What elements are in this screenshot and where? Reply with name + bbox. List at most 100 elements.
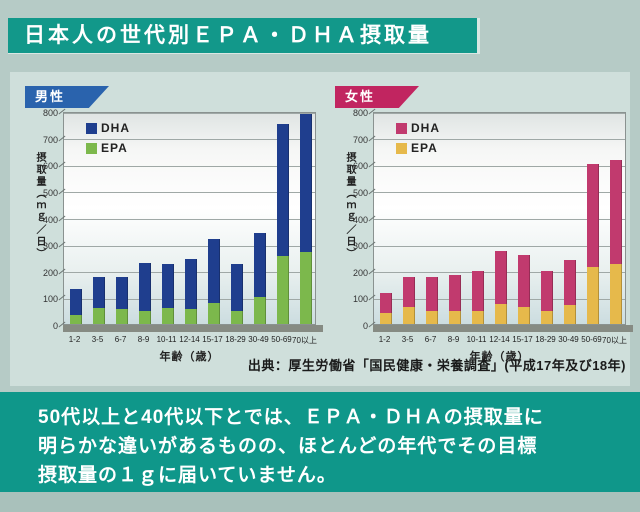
gridline-500	[374, 192, 625, 194]
caption-line: 摂取量の１ｇに届いていません。	[38, 465, 337, 486]
bar-18-29-DHA	[540, 270, 553, 311]
gridline-700	[64, 139, 315, 141]
bar-30-49-DHA	[563, 260, 576, 306]
x-tick-label: 30-49	[558, 335, 579, 344]
chart-floor	[373, 325, 633, 332]
y-axis-label: 摂取量（ｍｇ／日）	[34, 152, 45, 260]
bar-6-7-DHA	[425, 277, 438, 311]
x-axis-label: 年齢（歳）	[159, 351, 220, 363]
bar-12-14-DHA	[494, 250, 507, 305]
chart-female: 女性 摂取量（ｍｇ／日） DHA EPA 0 100 200 300 400 500 600 7…	[332, 86, 638, 363]
caption-line: 50代以上と40代以下とでは、ＥＰＡ・ＤＨＡの摂取量に	[38, 407, 544, 428]
bar-30-49-DHA	[253, 233, 266, 298]
plot-area-male: DHA EPA 0 100 200 300 400 500 600 700 800	[43, 108, 316, 331]
x-tick-label: 3-5	[91, 335, 104, 344]
x-tick-label: 70以上	[602, 336, 627, 345]
bar-30-49-EPA	[563, 305, 576, 324]
chart-female-banner: 女性	[335, 86, 419, 108]
legend-male: DHA EPA	[86, 118, 130, 158]
gridline-800	[64, 112, 315, 114]
y-tick-label: 100	[42, 294, 58, 305]
bar-12-14-DHA	[184, 258, 197, 310]
bar-6-7-EPA	[115, 309, 128, 324]
legend-swatch-EPA	[86, 142, 97, 154]
bar-70以上-DHA	[299, 113, 312, 253]
x-axis-label: 年齢（歳）	[469, 351, 530, 363]
bar-8-9-EPA	[448, 310, 461, 324]
y-tick-label: 800	[352, 108, 368, 118]
bar-70以上-DHA	[609, 160, 622, 265]
x-tick-label: 8-9	[137, 335, 150, 344]
y-axis-label: 摂取量（ｍｇ／日）	[344, 152, 355, 260]
bar-10-11-EPA	[161, 308, 174, 324]
bar-50-69-EPA	[276, 256, 289, 324]
x-tick-label: 10-11	[466, 335, 487, 344]
gridline-700	[374, 139, 625, 141]
x-tick-label: 6-7	[114, 335, 127, 344]
bar-1-2-EPA	[379, 313, 392, 324]
x-tick-label: 70以上	[292, 336, 317, 345]
y-tick-label: 600	[352, 161, 368, 172]
bar-15-17-DHA	[517, 254, 530, 307]
bar-50-69-DHA	[586, 164, 599, 267]
y-tick-label: 800	[42, 108, 58, 118]
bar-1-2-DHA	[379, 293, 392, 314]
legend-item-EPA: EPA	[396, 138, 440, 158]
y-tick-label: 0	[52, 321, 58, 331]
x-tick-label: 12-14	[489, 335, 510, 344]
x-tick-label: 18-29	[535, 335, 556, 344]
y-tick-label: 700	[42, 134, 58, 145]
legend-label-DHA: DHA	[411, 121, 440, 135]
bar-8-9-EPA	[138, 310, 151, 324]
bar-3-5-EPA	[402, 306, 415, 324]
chart-male-banner: 男性	[25, 86, 109, 108]
y-tick-label: 500	[42, 187, 58, 198]
x-axis-ticks: 1-2 3-5 6-7 8-9 10-11 12-14 15-17 18-29 30-49 50-…	[63, 335, 317, 346]
x-tick-label: 50-69	[581, 335, 602, 344]
legend-item-DHA: DHA	[396, 118, 440, 138]
chart-male: 男性 摂取量（ｍｇ／日） DHA EPA 0 100 200 300 400 500 600 7…	[22, 86, 328, 363]
plot-area-female: DHA EPA 0 100 200 300 400 500 600 700 800	[353, 108, 626, 331]
y-tick-label: 300	[42, 241, 58, 252]
x-tick-label: 18-29	[225, 335, 246, 344]
bar-12-14-EPA	[494, 304, 507, 324]
gridline-400	[374, 219, 625, 220]
bar-10-11-EPA	[471, 310, 484, 324]
legend-swatch-EPA	[396, 142, 407, 154]
x-tick-label: 15-17	[512, 335, 533, 344]
y-tick-label: 0	[362, 321, 368, 331]
source-citation: 出典：厚生労働省「国民健康・栄養調査」(平成17年及び18年)	[247, 358, 626, 373]
bar-1-2-DHA	[69, 289, 82, 315]
bar-8-9-DHA	[448, 274, 461, 311]
page-title: 日本人の世代別ＥＰＡ・ＤＨＡ摂取量	[8, 18, 480, 54]
bar-70以上-EPA	[609, 264, 622, 324]
bar-15-17-DHA	[207, 238, 220, 303]
y-tick-label: 200	[42, 267, 58, 278]
legend-item-EPA: EPA	[86, 138, 130, 158]
charts-panel: 男性 摂取量（ｍｇ／日） DHA EPA 0 100 200 300 400 500 600 7…	[10, 72, 633, 386]
x-tick-label: 15-17	[202, 335, 223, 344]
bar-6-7-EPA	[425, 310, 438, 324]
bar-30-49-EPA	[253, 297, 266, 324]
bar-50-69-EPA	[586, 266, 599, 324]
x-tick-label: 50-69	[271, 335, 292, 344]
bar-10-11-DHA	[161, 264, 174, 309]
legend-swatch-DHA	[396, 122, 407, 134]
y-tick-label: 400	[352, 214, 368, 225]
gridline-300	[374, 245, 625, 247]
gridline-400	[64, 219, 315, 220]
bar-70以上-EPA	[299, 252, 312, 324]
chart-floor	[63, 325, 323, 332]
x-tick-label: 1-2	[378, 335, 391, 344]
bar-18-29-EPA	[230, 310, 243, 324]
gridline-600	[64, 165, 315, 167]
y-tick-label: 200	[352, 267, 368, 278]
gridline-600	[374, 165, 625, 167]
bar-3-5-EPA	[92, 308, 105, 324]
bar-8-9-DHA	[138, 262, 151, 311]
y-tick-label: 700	[352, 134, 368, 145]
bar-18-29-EPA	[540, 310, 553, 324]
x-axis-ticks: 1-2 3-5 6-7 8-9 10-11 12-14 15-17 18-29 30-49 50-…	[373, 335, 627, 346]
bar-3-5-DHA	[402, 277, 415, 307]
